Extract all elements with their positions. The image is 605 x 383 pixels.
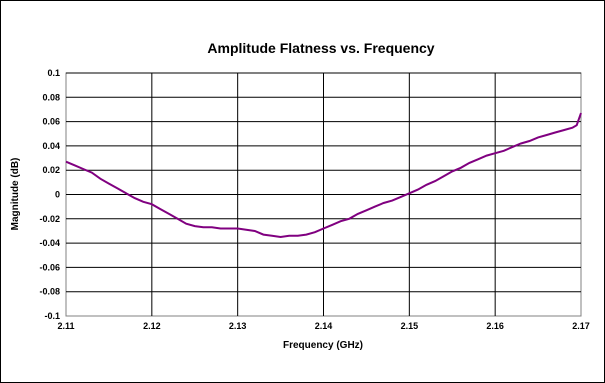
x-tick-label: 2.13 xyxy=(229,321,247,331)
x-tick-label: 2.17 xyxy=(572,321,590,331)
chart-title: Amplitude Flatness vs. Frequency xyxy=(207,40,434,56)
y-axis-label: Magnitude (dB) xyxy=(10,158,21,231)
y-tick-label: 0.08 xyxy=(42,92,60,102)
y-tick-label: 0.04 xyxy=(42,141,60,151)
x-tick-label: 2.16 xyxy=(486,321,504,331)
y-tick-label: -0.1 xyxy=(44,311,60,321)
horizontal-gridlines xyxy=(66,72,581,293)
x-tick-label: 2.11 xyxy=(57,321,74,331)
y-tick-label: 0.02 xyxy=(42,165,60,175)
y-axis-tick-labels: 0.1 0.08 0.06 0.04 0.02 0 -0.02 -0.04 -0.06 -0.08… xyxy=(39,68,60,321)
x-axis-label: Frequency (GHz) xyxy=(283,340,363,351)
x-tick-label: 2.14 xyxy=(315,321,333,331)
x-tick-label: 2.15 xyxy=(401,321,419,331)
x-axis-tick-labels: 2.11 2.12 2.13 2.14 2.15 2.16 2.17 xyxy=(57,321,589,331)
y-tick-label: -0.02 xyxy=(39,214,60,224)
series-line xyxy=(65,112,582,239)
y-tick-label: 0.1 xyxy=(47,68,60,78)
y-tick-label: -0.08 xyxy=(39,287,60,297)
y-tick-label: 0.06 xyxy=(42,117,60,127)
y-tick-label: -0.06 xyxy=(39,262,60,272)
y-tick-label: 0 xyxy=(55,190,60,200)
x-tick-label: 2.12 xyxy=(143,321,161,331)
y-tick-label: -0.04 xyxy=(39,238,60,248)
